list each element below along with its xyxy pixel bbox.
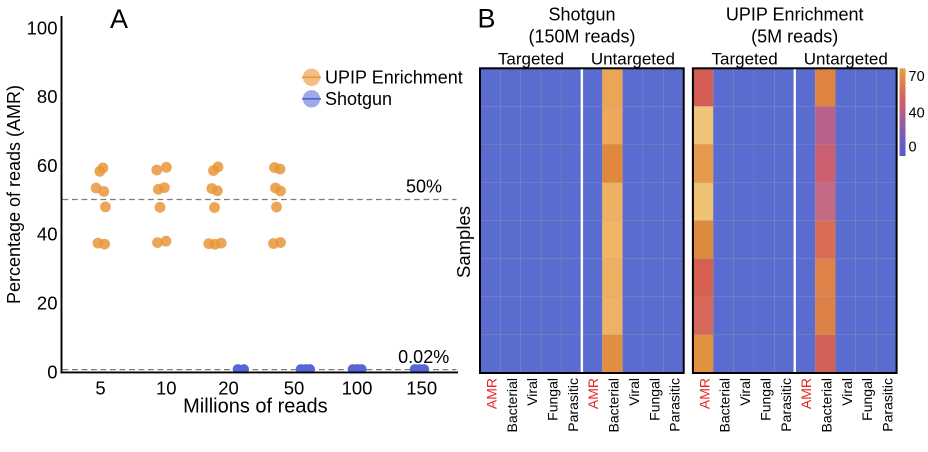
svg-text:Bacterial: Bacterial (606, 378, 622, 432)
svg-text:100: 100 (27, 17, 58, 38)
svg-text:100: 100 (342, 377, 373, 398)
svg-text:Viral: Viral (839, 378, 855, 406)
svg-text:Bacterial: Bacterial (504, 378, 520, 432)
svg-text:Shotgun: Shotgun (548, 5, 615, 25)
svg-text:Bacterial: Bacterial (819, 378, 835, 432)
svg-text:Parasitic: Parasitic (565, 378, 581, 432)
svg-text:Fungal: Fungal (859, 378, 875, 421)
svg-text:Fungal: Fungal (757, 378, 773, 421)
svg-text:Parasitic: Parasitic (778, 378, 794, 432)
svg-text:(150M reads): (150M reads) (528, 27, 635, 47)
svg-text:UPIP Enrichment: UPIP Enrichment (726, 5, 864, 25)
svg-text:AMR: AMR (696, 378, 712, 409)
svg-text:Untargeted: Untargeted (804, 50, 888, 69)
svg-text:AMR: AMR (798, 378, 814, 409)
svg-text:Targeted: Targeted (498, 50, 564, 69)
svg-text:AMR: AMR (585, 378, 601, 409)
svg-text:20: 20 (37, 293, 58, 314)
svg-text:60: 60 (37, 155, 58, 176)
svg-text:Bacterial: Bacterial (717, 378, 733, 432)
svg-text:Viral: Viral (524, 378, 540, 406)
svg-text:0: 0 (47, 361, 57, 382)
svg-text:0: 0 (909, 140, 917, 156)
svg-text:20: 20 (218, 377, 239, 398)
svg-text:Parasitic: Parasitic (667, 378, 683, 432)
svg-text:B: B (478, 4, 496, 34)
svg-text:A: A (110, 4, 128, 34)
svg-text:50: 50 (284, 377, 305, 398)
svg-text:150: 150 (406, 377, 437, 398)
svg-text:5: 5 (95, 377, 105, 398)
svg-text:40: 40 (37, 224, 58, 245)
svg-text:Parasitic: Parasitic (880, 378, 896, 432)
svg-text:Fungal: Fungal (545, 378, 561, 421)
svg-text:Percentage of reads (AMR): Percentage of reads (AMR) (4, 85, 24, 304)
svg-text:Millions of reads: Millions of reads (183, 395, 328, 417)
svg-text:AMR: AMR (483, 378, 499, 409)
svg-text:Samples: Samples (453, 206, 474, 278)
svg-text:50%: 50% (406, 176, 442, 196)
svg-text:40: 40 (909, 106, 925, 122)
svg-text:10: 10 (156, 377, 177, 398)
svg-text:(5M reads): (5M reads) (751, 27, 838, 47)
svg-text:70: 70 (909, 69, 925, 85)
svg-text:Shotgun: Shotgun (325, 89, 392, 109)
svg-text:Viral: Viral (626, 378, 642, 406)
svg-text:80: 80 (37, 86, 58, 107)
svg-text:0.02%: 0.02% (398, 347, 449, 367)
svg-text:Untargeted: Untargeted (591, 50, 675, 69)
svg-text:Targeted: Targeted (712, 50, 778, 69)
svg-text:UPIP Enrichment: UPIP Enrichment (325, 68, 463, 88)
svg-text:Fungal: Fungal (646, 378, 662, 421)
svg-text:Viral: Viral (737, 378, 753, 406)
